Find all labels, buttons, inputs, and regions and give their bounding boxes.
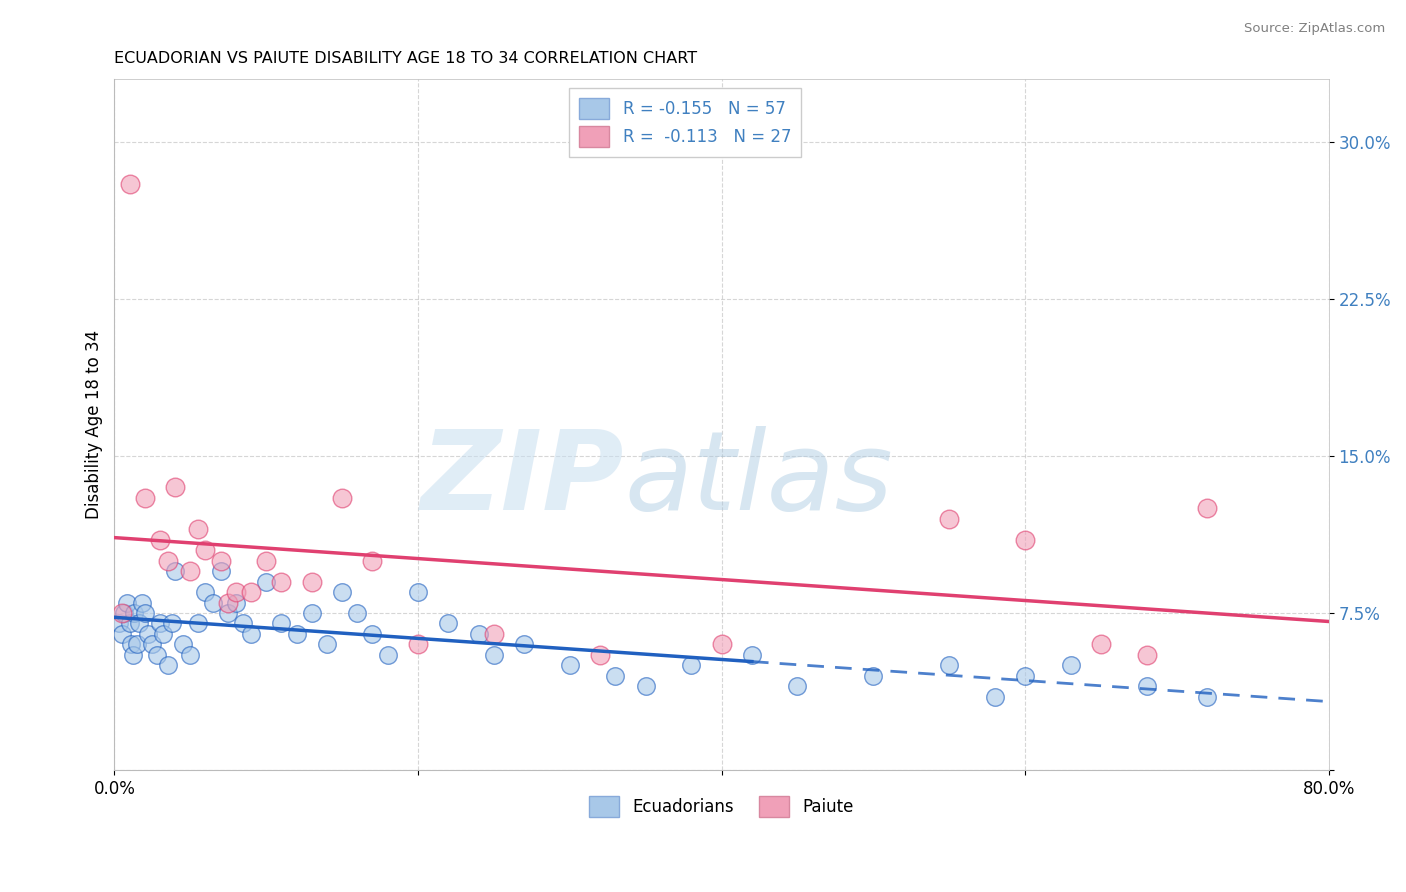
Point xyxy=(156,658,179,673)
Point xyxy=(406,585,429,599)
Point xyxy=(361,554,384,568)
Point xyxy=(983,690,1005,704)
Point xyxy=(1090,637,1112,651)
Point xyxy=(482,627,505,641)
Point xyxy=(330,585,353,599)
Point xyxy=(156,554,179,568)
Point xyxy=(285,627,308,641)
Point xyxy=(558,658,581,673)
Point xyxy=(149,533,172,547)
Point xyxy=(377,648,399,662)
Point xyxy=(187,616,209,631)
Point xyxy=(209,554,232,568)
Point xyxy=(121,648,143,662)
Point xyxy=(146,648,169,662)
Point xyxy=(741,648,763,662)
Point xyxy=(134,606,156,620)
Point xyxy=(1014,669,1036,683)
Point xyxy=(1135,648,1157,662)
Y-axis label: Disability Age 18 to 34: Disability Age 18 to 34 xyxy=(86,330,103,519)
Point xyxy=(1197,501,1219,516)
Point xyxy=(254,574,277,589)
Point xyxy=(406,637,429,651)
Point xyxy=(118,177,141,191)
Point xyxy=(361,627,384,641)
Text: atlas: atlas xyxy=(624,426,893,533)
Point xyxy=(437,616,460,631)
Point xyxy=(179,564,201,578)
Point xyxy=(217,596,239,610)
Point xyxy=(111,627,134,641)
Point xyxy=(120,637,142,651)
Point xyxy=(1059,658,1081,673)
Point xyxy=(131,596,153,610)
Point xyxy=(118,616,141,631)
Point xyxy=(209,564,232,578)
Point xyxy=(467,627,489,641)
Point xyxy=(187,522,209,536)
Point xyxy=(136,627,159,641)
Point xyxy=(179,648,201,662)
Point xyxy=(482,648,505,662)
Text: ECUADORIAN VS PAIUTE DISABILITY AGE 18 TO 34 CORRELATION CHART: ECUADORIAN VS PAIUTE DISABILITY AGE 18 T… xyxy=(114,51,697,66)
Point xyxy=(938,512,960,526)
Text: Source: ZipAtlas.com: Source: ZipAtlas.com xyxy=(1244,22,1385,36)
Point xyxy=(346,606,368,620)
Point xyxy=(128,616,150,631)
Point xyxy=(217,606,239,620)
Point xyxy=(301,574,323,589)
Point xyxy=(194,585,217,599)
Point xyxy=(232,616,254,631)
Point xyxy=(122,606,145,620)
Point xyxy=(141,637,163,651)
Point xyxy=(316,637,339,651)
Point xyxy=(225,596,247,610)
Point xyxy=(194,543,217,558)
Point xyxy=(225,585,247,599)
Point xyxy=(1014,533,1036,547)
Point xyxy=(127,637,149,651)
Point xyxy=(786,679,808,693)
Point xyxy=(112,606,135,620)
Point xyxy=(634,679,657,693)
Point xyxy=(938,658,960,673)
Point xyxy=(589,648,612,662)
Point xyxy=(681,658,703,673)
Point xyxy=(108,616,131,631)
Point xyxy=(330,491,353,505)
Point xyxy=(1197,690,1219,704)
Point xyxy=(605,669,627,683)
Point xyxy=(1135,679,1157,693)
Point xyxy=(862,669,884,683)
Point xyxy=(202,596,225,610)
Point xyxy=(270,574,292,589)
Point xyxy=(710,637,733,651)
Point xyxy=(134,491,156,505)
Point xyxy=(165,564,187,578)
Point xyxy=(165,480,187,494)
Point xyxy=(111,606,134,620)
Point xyxy=(172,637,194,651)
Point xyxy=(254,554,277,568)
Point xyxy=(301,606,323,620)
Point xyxy=(513,637,536,651)
Point xyxy=(240,585,263,599)
Point xyxy=(115,596,138,610)
Point xyxy=(149,616,172,631)
Text: ZIP: ZIP xyxy=(420,426,624,533)
Point xyxy=(152,627,174,641)
Point xyxy=(270,616,292,631)
Point xyxy=(160,616,183,631)
Legend: Ecuadorians, Paiute: Ecuadorians, Paiute xyxy=(582,789,860,824)
Point xyxy=(240,627,263,641)
